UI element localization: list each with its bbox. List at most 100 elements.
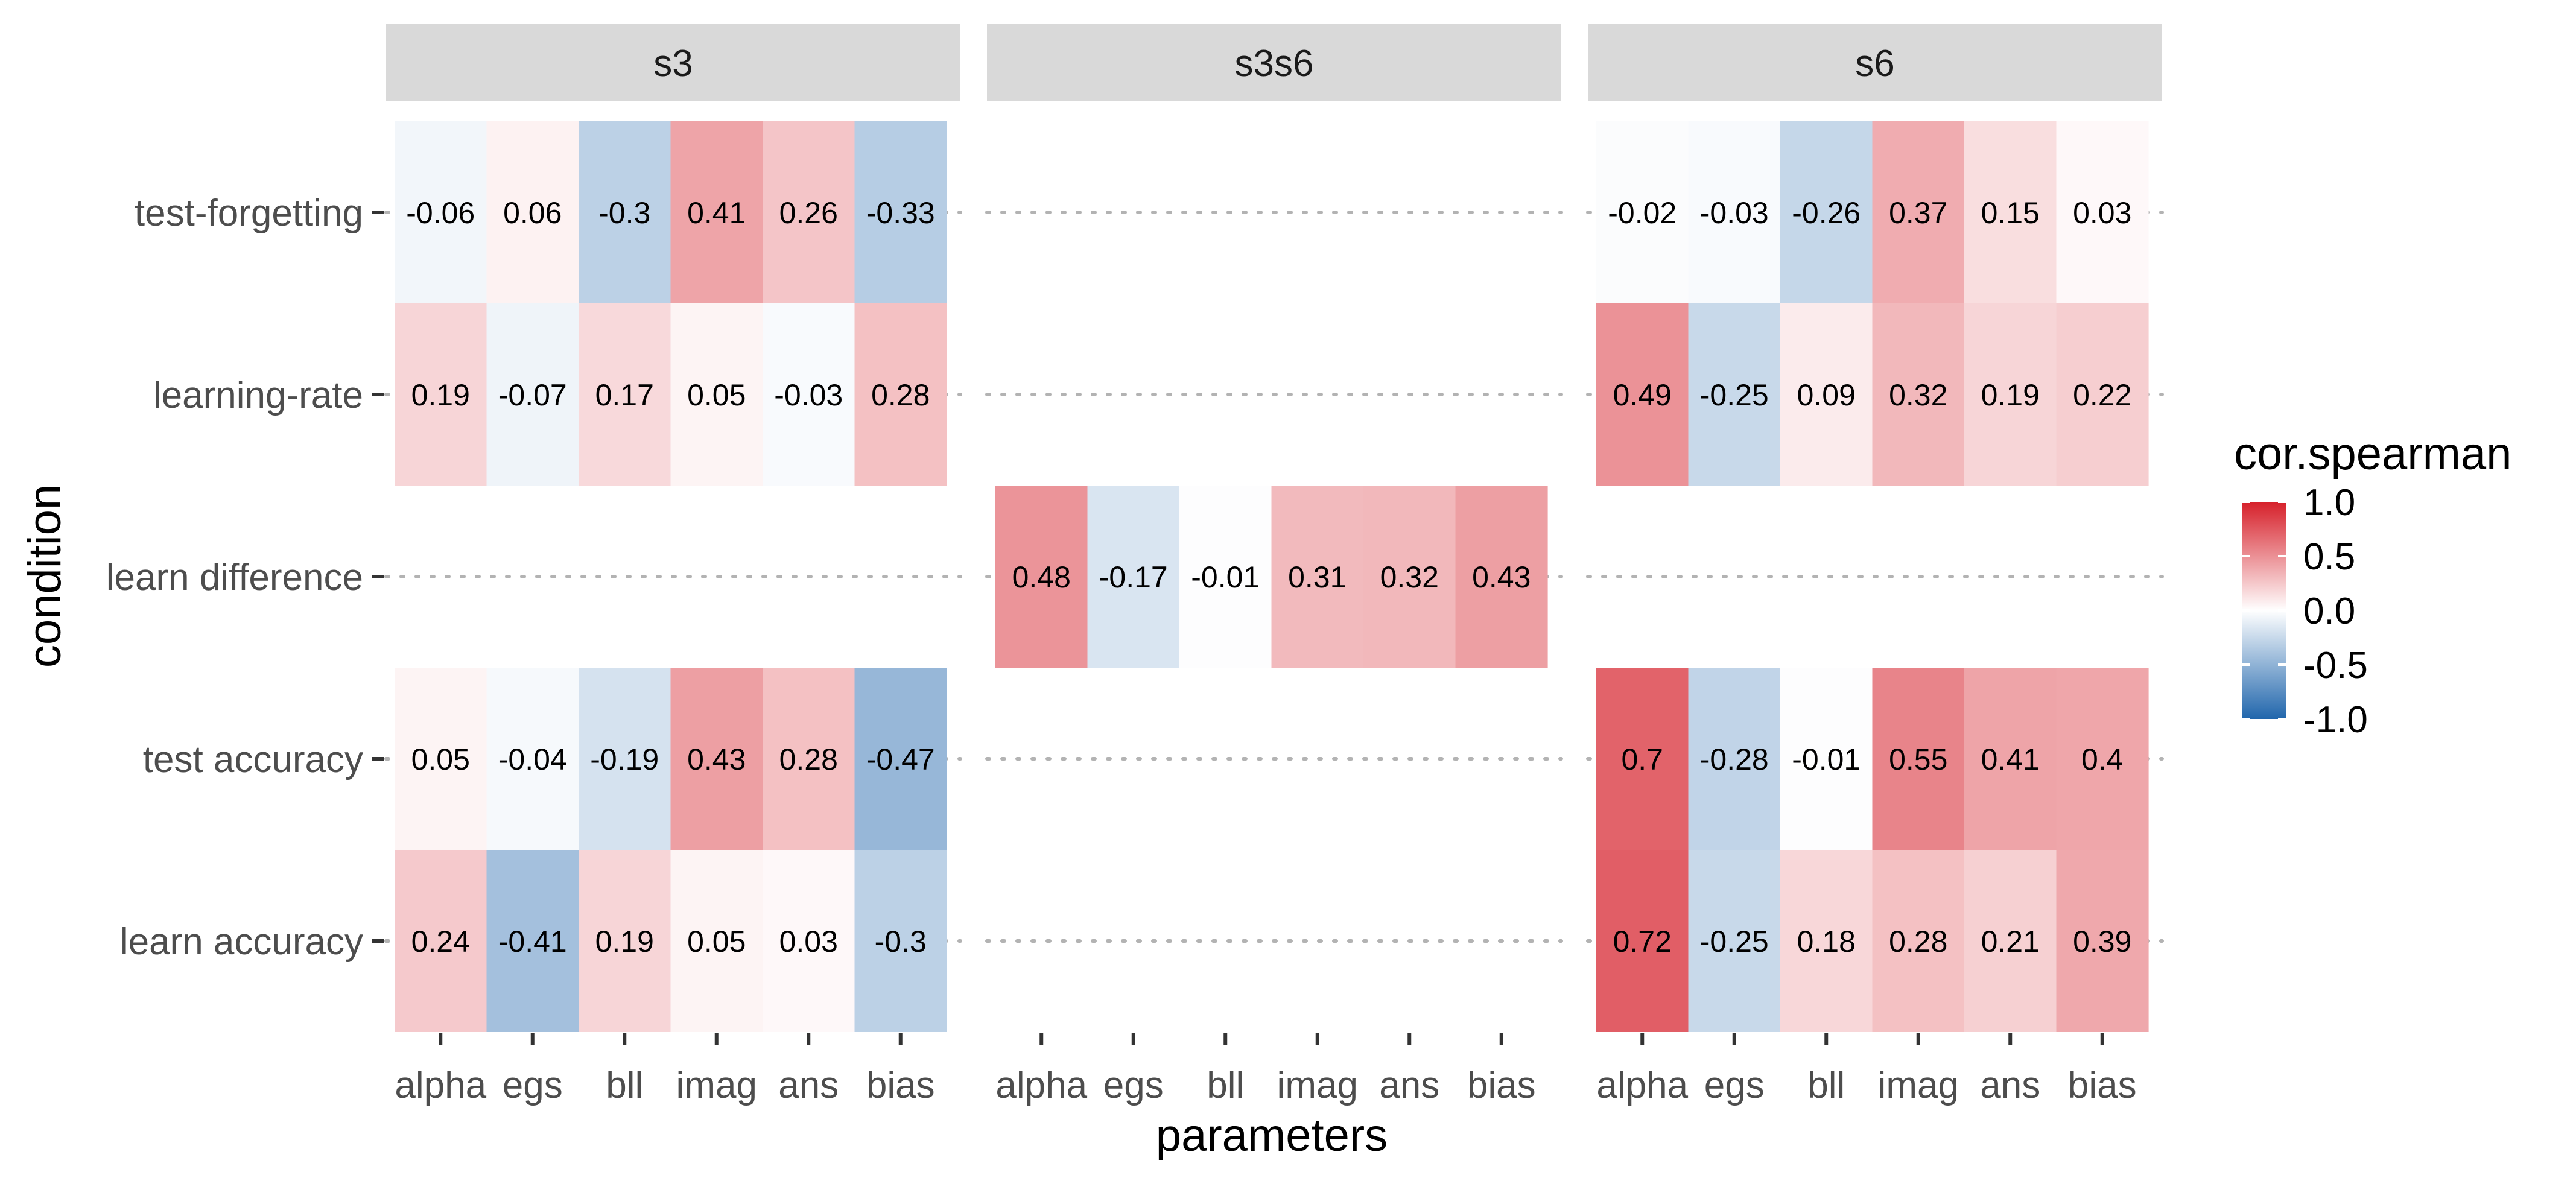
- heatmap-cell: [1596, 850, 1689, 1032]
- heatmap-cell: [763, 303, 855, 486]
- x-tick-label: alpha: [395, 1065, 486, 1106]
- legend-tick-label: -0.5: [2303, 645, 2368, 686]
- heatmap-cell: [1872, 668, 1965, 850]
- heatmap-cell: [670, 121, 763, 303]
- cell-value-label: 0.43: [687, 742, 746, 776]
- cell-value-label: 0.18: [1797, 925, 1856, 958]
- heatmap-cell: [1780, 668, 1873, 850]
- cell-value-label: 0.43: [1472, 560, 1531, 594]
- heatmap-cell: [486, 850, 579, 1032]
- heatmap-cell: [1872, 303, 1965, 486]
- cell-value-label: -0.33: [866, 196, 935, 230]
- cell-value-label: 0.28: [1889, 925, 1947, 958]
- cell-value-label: 0.05: [411, 742, 470, 776]
- legend-tick-label: 1.0: [2303, 482, 2355, 524]
- heatmap-cell: [763, 121, 855, 303]
- heatmap-cell: [1596, 121, 1689, 303]
- cell-value-label: 0.03: [779, 925, 838, 958]
- cell-value-label: 0.37: [1889, 196, 1947, 230]
- facet-panel-s6: s6 -0.02 -0.03 -0.26 0.37 0.15 0.03 0.49 -0.25 0.…: [1586, 24, 2164, 1032]
- heatmap-cell: [1596, 668, 1689, 850]
- heatmap-cell: [579, 668, 671, 850]
- heatmap-cell: [1964, 303, 2057, 486]
- cell-value-label: -0.03: [1700, 196, 1769, 230]
- x-tick-label: egs: [1103, 1065, 1164, 1106]
- cell-value-label: 0.28: [779, 742, 838, 776]
- cell-value-label: 0.19: [1981, 378, 2040, 412]
- cell-value-label: -0.01: [1792, 742, 1861, 776]
- heatmap-cell: [1780, 850, 1873, 1032]
- cell-value-label: -0.47: [866, 742, 935, 776]
- heatmap-cell: [1179, 486, 1272, 668]
- cell-value-label: -0.19: [590, 742, 659, 776]
- heatmap-cell: [2056, 668, 2149, 850]
- x-tick-label: imag: [1277, 1065, 1358, 1106]
- heatmap-cell: [2056, 850, 2149, 1032]
- heatmap-cell: [1363, 486, 1456, 668]
- heatmap-cell: [1455, 486, 1548, 668]
- heatmap-cell: [1688, 668, 1781, 850]
- x-tick-label: egs: [1704, 1065, 1765, 1106]
- heatmap-cell: [1872, 850, 1965, 1032]
- cell-value-label: -0.17: [1099, 560, 1168, 594]
- heatmap-cell: [670, 303, 763, 486]
- y-tick-label: learn accuracy: [120, 921, 363, 963]
- legend-title: cor.spearman: [2234, 428, 2511, 480]
- cell-value-label: -0.07: [498, 378, 567, 412]
- x-tick-label: bias: [866, 1065, 935, 1106]
- cell-value-label: 0.09: [1797, 378, 1856, 412]
- heatmap-cell: [486, 668, 579, 850]
- cell-value-label: 0.41: [687, 196, 746, 230]
- cell-value-label: 0.32: [1380, 560, 1439, 594]
- cell-value-label: 0.19: [595, 925, 654, 958]
- cell-value-label: 0.49: [1613, 378, 1672, 412]
- cell-value-label: 0.05: [687, 925, 746, 958]
- cell-value-label: 0.31: [1288, 560, 1347, 594]
- x-tick-label: alpha: [1596, 1065, 1688, 1106]
- heatmap-cell: [1271, 486, 1364, 668]
- x-tick-label: egs: [503, 1065, 563, 1106]
- heatmap-cell: [579, 850, 671, 1032]
- cell-value-label: 0.24: [411, 925, 470, 958]
- y-tick-label: learning-rate: [153, 375, 363, 416]
- cell-value-label: 0.4: [2081, 742, 2124, 776]
- heatmap-cell: [395, 121, 487, 303]
- cell-value-label: 0.05: [687, 378, 746, 412]
- heatmap-cell: [670, 668, 763, 850]
- cell-value-label: 0.06: [503, 196, 562, 230]
- heatmap-cell: [395, 850, 487, 1032]
- facet-strip: [1588, 24, 2162, 101]
- heatmap-cell: [579, 121, 671, 303]
- heatmap-cell: [395, 303, 487, 486]
- heatmap-cell: [1964, 850, 2057, 1032]
- heatmap-cell: [854, 668, 947, 850]
- cell-value-label: -0.26: [1792, 196, 1861, 230]
- cell-value-label: -0.3: [598, 196, 650, 230]
- y-axis-title: condition: [19, 484, 71, 668]
- cell-value-label: 0.22: [2073, 378, 2131, 412]
- facet-strip-label: s3: [653, 43, 693, 84]
- cell-value-label: -0.3: [875, 925, 927, 958]
- x-tick-label: ans: [778, 1065, 839, 1106]
- cell-value-label: -0.06: [406, 196, 475, 230]
- heatmap-cell: [763, 850, 855, 1032]
- cell-value-label: 0.41: [1981, 742, 2040, 776]
- heatmap-cell: [1964, 668, 2057, 850]
- cell-value-label: -0.01: [1191, 560, 1260, 594]
- heatmap-cell: [486, 303, 579, 486]
- heatmap-cell: [1780, 303, 1873, 486]
- facet-panels: s3 -0.06 0.06 -0.3 0.41 0.26 -0.33 0.19 -0.07 0.1…: [384, 24, 2164, 1032]
- heatmap-cell: [763, 668, 855, 850]
- cell-value-label: 0.28: [871, 378, 930, 412]
- x-tick-label: bll: [1207, 1065, 1244, 1106]
- heatmap-cell: [1087, 486, 1180, 668]
- cell-value-label: 0.32: [1889, 378, 1947, 412]
- heatmap-cell: [2056, 121, 2149, 303]
- cell-value-label: 0.17: [595, 378, 654, 412]
- facet-panel-s3: s3 -0.06 0.06 -0.3 0.41 0.26 -0.33 0.19 -0.07 0.1…: [384, 24, 962, 1032]
- cell-value-label: -0.41: [498, 925, 567, 958]
- cell-value-label: 0.26: [779, 196, 838, 230]
- cell-value-label: -0.02: [1608, 196, 1677, 230]
- heatmap-cell: [1872, 121, 1965, 303]
- facet-strip-label: s3s6: [1235, 43, 1314, 84]
